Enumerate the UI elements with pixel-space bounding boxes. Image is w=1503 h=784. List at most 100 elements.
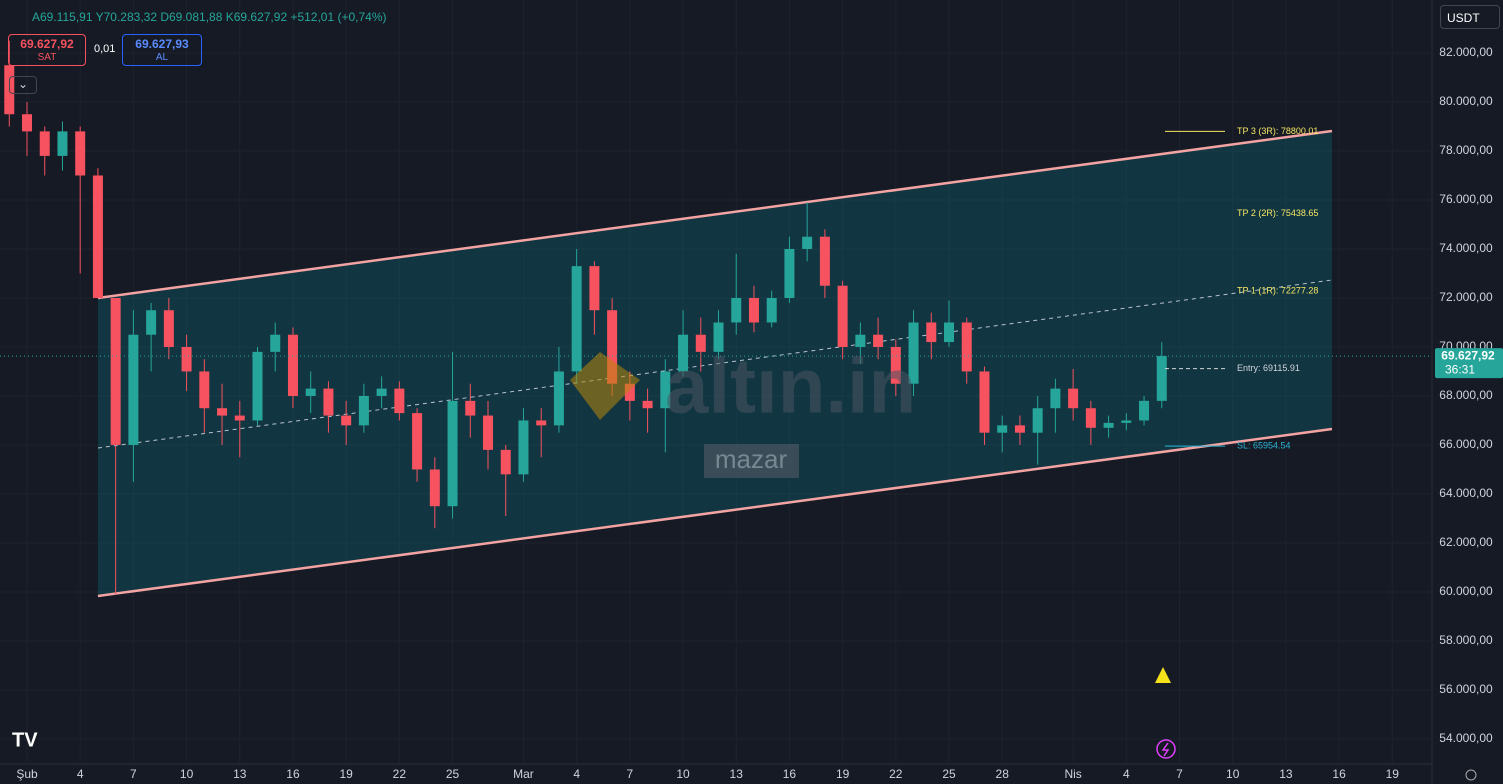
tv-logo: TV <box>12 729 38 751</box>
buy-label: AL <box>155 52 169 63</box>
x-tick-label: 7 <box>130 767 137 781</box>
candle-body <box>22 114 33 132</box>
level-label: Entry: 69115.91 <box>1237 363 1300 373</box>
x-tick-label: Şub <box>16 767 38 781</box>
candle-body <box>1068 388 1079 409</box>
candle-body <box>979 371 990 433</box>
candle-body <box>571 266 582 372</box>
candle-body <box>819 236 830 286</box>
candle-body <box>890 346 901 384</box>
level-label: TP 1 (1R): 72277.28 <box>1237 286 1318 296</box>
sell-label: SAT <box>37 52 57 63</box>
candle-body <box>784 248 795 298</box>
candle-body <box>181 346 192 372</box>
lightning-icon[interactable] <box>1156 739 1176 759</box>
candle-body <box>518 420 529 475</box>
y-tick-label: 76.000,00 <box>1439 192 1493 206</box>
x-tick-label: 13 <box>1279 767 1293 781</box>
candle-body <box>589 266 600 311</box>
x-tick-label: 13 <box>233 767 247 781</box>
watermark-sub: mazar <box>715 444 788 474</box>
candle-body <box>305 388 316 396</box>
candle-body <box>163 310 174 347</box>
candle-body <box>287 334 298 396</box>
x-tick-label: 10 <box>676 767 690 781</box>
candle-body <box>766 297 777 323</box>
x-tick-label: 19 <box>339 767 353 781</box>
candle-body <box>75 131 86 176</box>
collapse-button[interactable]: ⌄ <box>9 76 37 94</box>
candle-body <box>1032 408 1043 433</box>
channel-upper <box>97 129 1333 300</box>
y-tick-label: 80.000,00 <box>1439 94 1493 108</box>
channel-fill <box>97 130 1332 596</box>
candle-body <box>1085 408 1096 428</box>
candle-body <box>1139 400 1150 421</box>
candle-body <box>57 131 68 156</box>
candle-body <box>731 297 742 323</box>
countdown: 36:31 <box>1445 362 1475 376</box>
candle-body <box>1121 420 1132 423</box>
x-tick-label: 16 <box>286 767 300 781</box>
candle-body <box>837 285 848 347</box>
candle-body <box>873 334 884 347</box>
candle-body <box>1103 422 1114 428</box>
candle-body <box>997 425 1008 433</box>
x-tick-label: 22 <box>889 767 903 781</box>
candle-body <box>624 383 635 401</box>
candle-body <box>660 371 671 409</box>
candle-body <box>128 334 139 445</box>
level-label: TP 3 (3R): 78800.01 <box>1237 126 1318 136</box>
candle-body <box>358 395 369 426</box>
y-tick-label: 54.000,00 <box>1439 731 1493 745</box>
x-tick-label: 25 <box>942 767 956 781</box>
candle-body <box>199 371 210 409</box>
x-tick-label: 28 <box>996 767 1010 781</box>
candle-body <box>376 388 387 396</box>
candle-body <box>146 310 157 335</box>
x-tick-label: 7 <box>1176 767 1183 781</box>
level-label: SL: 65954.54 <box>1237 440 1291 450</box>
candle-body <box>553 371 564 426</box>
candle-body <box>110 297 121 445</box>
channel-lower <box>97 427 1333 598</box>
ohlc-text: A69.115,91 Y70.283,32 D69.081,88 K69.627… <box>32 10 387 24</box>
buy-button[interactable]: 69.627,93 AL <box>122 34 202 66</box>
sell-button[interactable]: 69.627,92 SAT <box>8 34 86 66</box>
candle-body <box>252 351 263 421</box>
candle-body <box>802 236 813 249</box>
candle-body <box>323 388 334 416</box>
candle-body <box>465 400 476 416</box>
candle-body <box>234 415 245 421</box>
last-price-label: 69.627,92 <box>1441 348 1495 362</box>
x-tick-label: 4 <box>1123 767 1130 781</box>
candle-body <box>926 322 937 343</box>
x-tick-label: Mar <box>513 767 534 781</box>
candle-body <box>961 322 972 372</box>
candle-body <box>39 131 50 156</box>
x-tick-label: 16 <box>783 767 797 781</box>
candle-body <box>1014 425 1025 433</box>
settings-icon[interactable] <box>1465 769 1477 781</box>
y-tick-label: 74.000,00 <box>1439 241 1493 255</box>
y-tick-label: 78.000,00 <box>1439 143 1493 157</box>
candle-body <box>642 400 653 409</box>
y-tick-label: 56.000,00 <box>1439 682 1493 696</box>
x-tick-label: 25 <box>446 767 460 781</box>
candle-body <box>500 449 511 475</box>
x-tick-label: 19 <box>1386 767 1400 781</box>
candle-body <box>713 322 724 352</box>
candle-body <box>536 420 547 426</box>
candle-body <box>341 415 352 426</box>
alert-icon[interactable] <box>1155 667 1171 683</box>
x-tick-label: 10 <box>1226 767 1240 781</box>
x-tick-label: 4 <box>573 767 580 781</box>
currency-select[interactable]: USDT <box>1440 5 1500 29</box>
x-tick-label: 7 <box>627 767 634 781</box>
candle-body <box>678 334 689 372</box>
candle-body <box>855 334 866 347</box>
y-tick-label: 60.000,00 <box>1439 584 1493 598</box>
lightning-bolt <box>1161 742 1170 757</box>
